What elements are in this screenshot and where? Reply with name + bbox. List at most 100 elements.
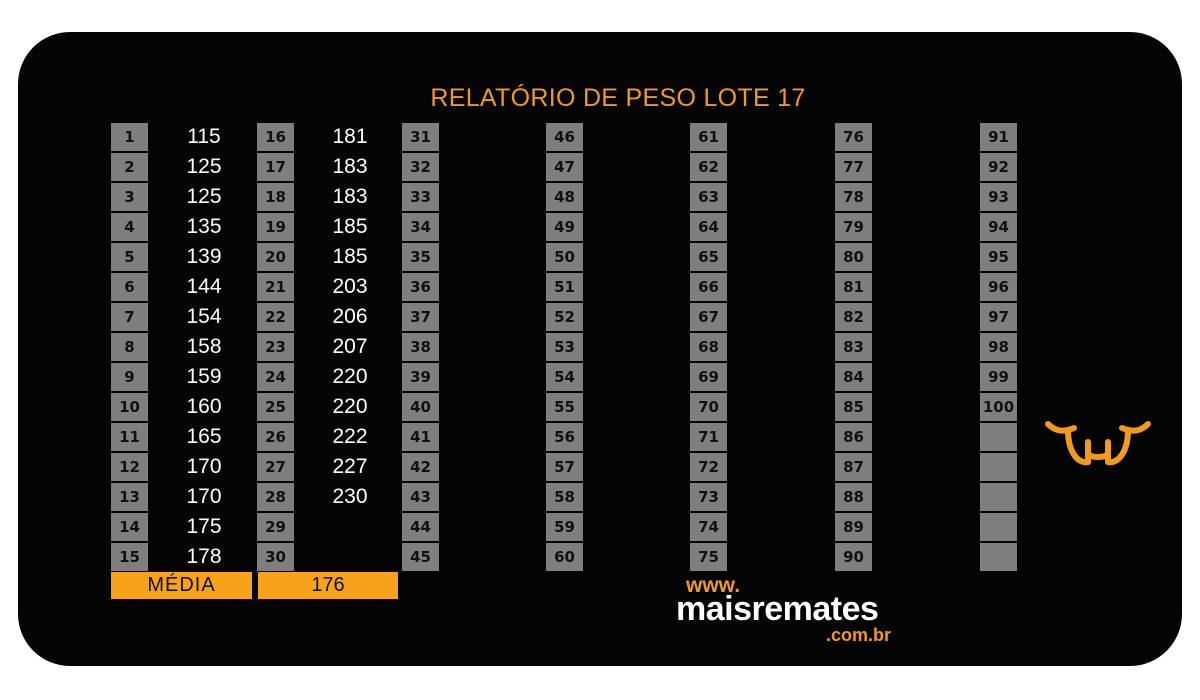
lot-number-cell: 98: [980, 333, 1017, 361]
weight-value: 181: [332, 125, 368, 148]
logo-name: maisremates: [676, 590, 879, 628]
lot-number-cell: 6: [111, 273, 148, 301]
lot-number-cell: 37: [402, 303, 439, 331]
weight-value: 220: [332, 395, 368, 418]
lot-number-cell: 38: [402, 333, 439, 361]
weight-value: 222: [332, 425, 368, 448]
lot-number-cell: 12: [111, 453, 148, 481]
lot-number-cell: 76: [835, 123, 872, 151]
lot-number-cell: 64: [690, 213, 727, 241]
weight-value: 135: [186, 215, 222, 238]
weight-value: 115: [187, 125, 221, 148]
lot-number-cell: 97: [980, 303, 1017, 331]
weight-value: 175: [186, 515, 222, 538]
weight-value: 159: [186, 365, 222, 388]
lot-number-cell: [980, 423, 1017, 451]
weight-value: 139: [186, 245, 222, 268]
lot-number-cell: 79: [835, 213, 872, 241]
lot-number-cell: 54: [546, 363, 583, 391]
lot-number-cell: 74: [690, 513, 727, 541]
lot-number-cell: 77: [835, 153, 872, 181]
lot-number-cell: 36: [402, 273, 439, 301]
lot-number-cell: 19: [257, 213, 294, 241]
lot-number-cell: 29: [257, 513, 294, 541]
lot-number-cell: [980, 453, 1017, 481]
lot-number-cell: 51: [546, 273, 583, 301]
media-label: MÉDIA: [111, 572, 252, 599]
lot-number-cell: 89: [835, 513, 872, 541]
lot-number-cell: 56: [546, 423, 583, 451]
weight-value: 206: [332, 305, 368, 328]
lot-number-cell: 81: [835, 273, 872, 301]
report-title: RELATÓRIO DE PESO LOTE 17: [430, 84, 806, 112]
lot-number-cell: 17: [257, 153, 294, 181]
media-value: 176: [258, 572, 398, 599]
lot-number-cell: 11: [111, 423, 148, 451]
lot-number-cell: 30: [257, 543, 294, 571]
lot-number-cell: 85: [835, 393, 872, 421]
lot-number-cell: 55: [546, 393, 583, 421]
weight-value: 160: [186, 395, 222, 418]
lot-number-cell: 46: [546, 123, 583, 151]
weight-value: 125: [186, 185, 222, 208]
weight-value: 220: [332, 365, 368, 388]
lot-number-cell: 75: [690, 543, 727, 571]
lot-number-cell: 25: [257, 393, 294, 421]
lot-number-cell: 20: [257, 243, 294, 271]
lot-number-cell: 63: [690, 183, 727, 211]
lot-number-cell: 65: [690, 243, 727, 271]
lot-number-cell: 100: [980, 393, 1017, 421]
lot-number-cell: 39: [402, 363, 439, 391]
lot-number-cell: [980, 543, 1017, 571]
weight-value: 158: [186, 335, 222, 358]
lot-number-cell: 52: [546, 303, 583, 331]
lot-number-cell: 45: [402, 543, 439, 571]
lot-number-cell: 7: [111, 303, 148, 331]
bull-head-icon: [1045, 421, 1151, 466]
weight-value: 125: [186, 155, 222, 178]
lot-number-cell: 16: [257, 123, 294, 151]
lot-number-cell: 58: [546, 483, 583, 511]
lot-number-cell: 53: [546, 333, 583, 361]
lot-number-cell: 86: [835, 423, 872, 451]
lot-number-cell: 31: [402, 123, 439, 151]
lot-number-cell: 91: [980, 123, 1017, 151]
logo-domain: .com.br: [826, 625, 892, 645]
lot-number-cell: 90: [835, 543, 872, 571]
weight-value: 185: [332, 245, 368, 268]
lot-number-cell: 1: [111, 123, 148, 151]
lot-number-cell: 8: [111, 333, 148, 361]
lot-number-cell: 24: [257, 363, 294, 391]
lot-number-cell: [980, 513, 1017, 541]
lot-number-cell: 35: [402, 243, 439, 271]
lot-number-cell: 59: [546, 513, 583, 541]
weight-value: 183: [332, 155, 368, 178]
weight-value: 185: [332, 215, 368, 238]
lot-number-cell: 66: [690, 273, 727, 301]
lot-number-cell: 3: [111, 183, 148, 211]
lot-number-cell: 69: [690, 363, 727, 391]
lot-number-cell: 49: [546, 213, 583, 241]
lot-number-cell: 78: [835, 183, 872, 211]
lot-number-cell: 15: [111, 543, 148, 571]
lot-number-cell: 73: [690, 483, 727, 511]
lot-number-cell: 50: [546, 243, 583, 271]
lot-number-cell: 67: [690, 303, 727, 331]
lot-number-cell: 71: [690, 423, 727, 451]
lot-number-cell: 40: [402, 393, 439, 421]
weight-value: 227: [332, 455, 368, 478]
weight-value: 170: [186, 485, 222, 508]
lot-number-cell: 99: [980, 363, 1017, 391]
lot-number-cell: 18: [257, 183, 294, 211]
lot-number-cell: 95: [980, 243, 1017, 271]
lot-number-cell: 84: [835, 363, 872, 391]
lot-number-cell: 9: [111, 363, 148, 391]
lot-number-cell: 47: [546, 153, 583, 181]
lot-number-cell: 94: [980, 213, 1017, 241]
weight-value: 144: [186, 275, 222, 298]
lot-number-cell: 14: [111, 513, 148, 541]
lot-number-cell: 41: [402, 423, 439, 451]
weight-value: 183: [332, 185, 368, 208]
lot-number-cell: 43: [402, 483, 439, 511]
lot-number-cell: 27: [257, 453, 294, 481]
